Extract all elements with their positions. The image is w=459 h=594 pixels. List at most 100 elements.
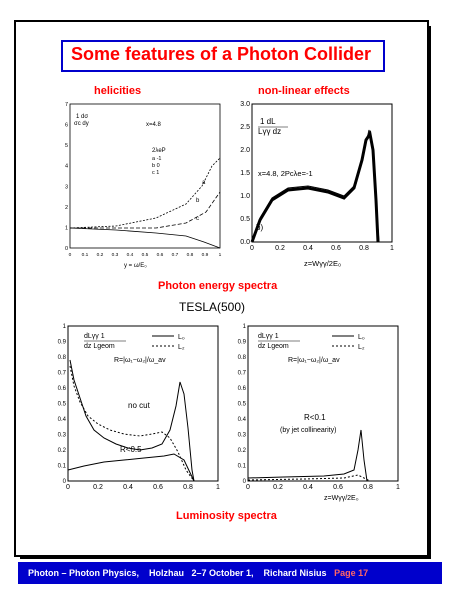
nonlinear-curve-band xyxy=(250,130,380,243)
nonlinear-param: x=4.8, 2Pcλe=-1 xyxy=(258,169,313,178)
luminosity-left-frac-top: dLγγ 1 xyxy=(84,333,105,340)
nonlinear-ylabel-bot: Lγγ dz xyxy=(258,127,281,136)
helicity-xaxis-label: y = ω/E₀ xyxy=(124,263,147,269)
luminosity-right-ytick-3: 0.3 xyxy=(238,433,247,439)
helicity-xtick-4: 0.4 xyxy=(127,252,134,258)
helicity-ytick-1: 1 xyxy=(65,225,68,231)
helicity-xticks: 0 0.1 0.2 0.3 0.4 0.5 0.6 0.7 0.8 0.9 1 xyxy=(69,252,222,258)
luminosity-left-l2: L₂ xyxy=(178,344,185,351)
nonlinear-plot-frame xyxy=(251,103,393,243)
luminosity-left-xtick-3: 0.6 xyxy=(153,484,163,491)
helicity-xtick-7: 0.7 xyxy=(172,252,179,258)
luminosity-left-ytick-3: 0.3 xyxy=(58,433,67,439)
luminosity-right-frame xyxy=(247,325,399,482)
luminosity-left-frac-bot: dz Lgeom xyxy=(84,343,115,350)
luminosity-right-ytick-4: 0.4 xyxy=(238,417,247,423)
helicity-plot-frame xyxy=(69,103,221,249)
luminosity-left-yticks: 0 0.1 0.2 0.3 0.4 0.5 0.6 0.7 0.8 0.9 1 xyxy=(58,324,67,485)
helicity-xtick-2: 0.2 xyxy=(97,252,104,258)
luminosity-left-xtick-1: 0.2 xyxy=(93,484,103,491)
helicity-curve-b xyxy=(70,191,221,229)
luminosity-right-xaxis-label: z=Wγγ/2E₀ xyxy=(324,495,359,502)
nonlinear-ytick-1: 0.5 xyxy=(240,216,250,223)
luminosity-right-xticks: 0 0.2 0.4 0.6 0.8 1 xyxy=(246,484,400,491)
helicity-legend-header: 2λeP xyxy=(152,148,166,154)
luminosity-right-xtick-1: 0.2 xyxy=(273,484,283,491)
luminosity-left-ytick-5: 0.5 xyxy=(58,402,67,408)
tesla-label: TESLA(500) xyxy=(179,300,246,314)
helicity-curve-a xyxy=(69,157,221,229)
luminosity-left-frame xyxy=(67,325,219,482)
helicities-heading: helicities xyxy=(94,85,142,97)
luminosity-right-ytick-6: 0.6 xyxy=(238,386,247,392)
helicity-xtick-0: 0 xyxy=(69,252,72,258)
luminosity-right-ytick-1: 0.1 xyxy=(238,464,247,470)
luminosity-right-xtick-2: 0.4 xyxy=(303,484,313,491)
luminosity-right-l2: L₂ xyxy=(358,344,365,351)
nonlinear-ytick-0: 0.0 xyxy=(240,239,250,246)
luminosity-left-cut-curve xyxy=(67,453,195,482)
nonlinear-ytick-3: 1.5 xyxy=(240,170,250,177)
nonlinear-curve xyxy=(251,129,380,243)
helicity-ytick-5: 5 xyxy=(65,143,68,149)
nonlinear-xtick-4: 0.8 xyxy=(359,245,369,252)
luminosity-left-rdef: R=|ω₁−ω₂|/ω_av xyxy=(114,357,166,364)
luminosity-left-ytick-4: 0.4 xyxy=(58,417,67,423)
helicity-legend-b: b 0 xyxy=(152,163,160,169)
nonlinear-ytick-6: 3.0 xyxy=(240,101,250,108)
slide: Some features of a Photon Collider helic… xyxy=(14,20,429,557)
luminosity-left-xtick-2: 0.4 xyxy=(123,484,133,491)
helicity-curve-c xyxy=(69,227,221,249)
helicity-ytick-0: 0 xyxy=(65,246,68,252)
helicity-yticks: 0 1 2 3 4 5 6 7 xyxy=(65,102,68,252)
helicity-xtick-3: 0.3 xyxy=(112,252,119,258)
luminosity-left-ytick-9: 0.9 xyxy=(58,340,67,346)
title-box xyxy=(61,40,385,72)
nonlinear-ytick-5: 2.5 xyxy=(240,124,250,131)
helicity-xtick-6: 0.6 xyxy=(157,252,164,258)
luminosity-left-nocut: no cut xyxy=(128,401,151,410)
luminosity-right-ytick-8: 0.8 xyxy=(238,355,247,361)
helicity-xtick-5: 0.5 xyxy=(142,252,149,258)
helicity-ytick-2: 2 xyxy=(65,205,68,211)
luminosity-left-l2-curve xyxy=(69,365,195,482)
helicity-xtick-1: 0.1 xyxy=(82,252,89,258)
luminosity-left-l0: L₀ xyxy=(178,334,185,341)
helicity-ytick-3: 3 xyxy=(65,184,68,190)
nonlinear-yticks: 0.0 0.5 1.0 1.5 2.0 2.5 3.0 xyxy=(240,101,250,246)
luminosity-right-xtick-4: 0.8 xyxy=(363,484,373,491)
luminosity-right-rdef: R=|ω₁−ω₂|/ω_av xyxy=(288,357,340,364)
luminosity-right-ytick-5: 0.5 xyxy=(238,402,247,408)
luminosity-left-ytick-6: 0.6 xyxy=(58,386,67,392)
helicity-ytick-7: 7 xyxy=(65,102,68,108)
nonlinear-plot: 0.0 0.5 1.0 1.5 2.0 2.5 3.0 0 0.2 0.4 0.6 0.8 1 1 d… xyxy=(240,101,394,268)
luminosity-left-ytick-0: 0 xyxy=(63,479,67,485)
helicity-xtick-10: 1 xyxy=(219,252,222,258)
luminosity-left-cut: R<0.5 xyxy=(120,445,142,454)
nonlinear-ylabel-top: 1 dL xyxy=(260,117,276,126)
luminosity-right-ytick-2: 0.2 xyxy=(238,448,247,454)
helicity-param: x=4.8 xyxy=(146,122,162,128)
luminosity-left-xticks: 0 0.2 0.4 0.6 0.8 1 xyxy=(66,484,220,491)
nonlinear-ytick-2: 1.0 xyxy=(240,193,250,200)
footer-page: Page 17 xyxy=(334,568,369,578)
luminosity-left-ytick-8: 0.8 xyxy=(58,355,67,361)
slide-title: Some features of a Photon Collider xyxy=(70,44,372,64)
luminosity-right-ytick-0: 0 xyxy=(243,479,247,485)
nonlinear-xtick-3: 0.6 xyxy=(331,245,341,252)
nonlinear-xtick-2: 0.4 xyxy=(303,245,313,252)
nonlinear-ytick-4: 2.0 xyxy=(240,147,250,154)
helicity-plot: 0 1 2 3 4 5 6 7 0 0.1 0.2 0.3 0.4 0.5 0.6 0.7 0.8 0.9 1 1… xyxy=(65,102,222,269)
luminosity-right-frac-bot: dz Lgeom xyxy=(258,343,289,350)
luminosity-right-ytick-7: 0.7 xyxy=(238,371,247,377)
luminosity-right-xtick-0: 0 xyxy=(246,484,250,491)
footer-bar: Photon – Photon Physics, Holzhau 2–7 Oct… xyxy=(18,562,442,584)
photon-spectra-heading: Photon energy spectra xyxy=(158,280,278,292)
luminosity-right-yticks: 0 0.1 0.2 0.3 0.4 0.5 0.6 0.7 0.8 0.9 1 xyxy=(238,324,247,485)
helicity-curve-label-c: c xyxy=(196,216,199,222)
nonlinear-xtick-1: 0.2 xyxy=(275,245,285,252)
luminosity-right-l0: L₀ xyxy=(358,334,365,341)
luminosity-left-l0-curve xyxy=(69,359,195,482)
helicity-ytick-6: 6 xyxy=(65,123,68,129)
luminosity-heading: Luminosity spectra xyxy=(176,510,277,522)
